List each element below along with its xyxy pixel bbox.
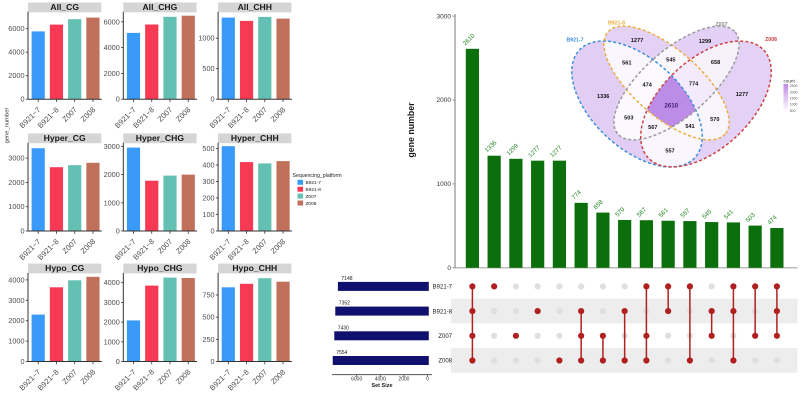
svg-text:0: 0 — [211, 227, 215, 236]
svg-text:7430: 7430 — [338, 325, 349, 331]
svg-text:567: 567 — [648, 125, 657, 131]
svg-text:0: 0 — [20, 95, 24, 104]
svg-text:7352: 7352 — [339, 301, 350, 307]
svg-text:All_CG: All_CG — [50, 2, 79, 12]
svg-text:3000: 3000 — [104, 298, 120, 307]
svg-text:4000: 4000 — [375, 377, 386, 383]
svg-text:3000: 3000 — [8, 154, 24, 163]
svg-text:Hypo_CG: Hypo_CG — [45, 263, 84, 273]
svg-text:B921-8: B921-8 — [608, 20, 625, 26]
svg-text:0: 0 — [211, 95, 215, 104]
svg-text:474: 474 — [643, 83, 653, 89]
svg-text:750: 750 — [202, 291, 214, 300]
svg-text:Sequencing_platform: Sequencing_platform — [293, 173, 342, 179]
svg-text:500: 500 — [202, 144, 214, 153]
svg-text:0: 0 — [211, 357, 215, 366]
svg-text:gene_number: gene_number — [5, 108, 11, 144]
svg-text:4000: 4000 — [8, 48, 24, 57]
svg-text:gene number: gene number — [406, 102, 416, 158]
svg-text:250: 250 — [202, 335, 214, 344]
svg-text:1000: 1000 — [104, 198, 120, 207]
svg-text:Hypo_CHG: Hypo_CHG — [137, 263, 183, 273]
svg-text:Z007: Z007 — [715, 22, 727, 28]
svg-text:6000: 6000 — [351, 377, 362, 383]
svg-text:0: 0 — [116, 95, 120, 104]
svg-text:All_CHG: All_CHG — [142, 2, 177, 12]
svg-text:2000: 2000 — [437, 97, 452, 104]
svg-text:Hyper_CG: Hyper_CG — [44, 133, 86, 143]
svg-text:3000: 3000 — [104, 142, 120, 151]
svg-text:400: 400 — [202, 161, 214, 170]
svg-text:1500: 1500 — [790, 97, 798, 101]
svg-text:6000: 6000 — [104, 17, 120, 26]
svg-text:0: 0 — [447, 265, 451, 272]
svg-text:541: 541 — [685, 124, 694, 130]
svg-text:1000: 1000 — [8, 202, 24, 211]
svg-text:1000: 1000 — [8, 337, 24, 346]
svg-text:200: 200 — [202, 194, 214, 203]
svg-text:557: 557 — [665, 149, 674, 155]
svg-text:Z008: Z008 — [306, 201, 317, 207]
svg-text:6000: 6000 — [8, 24, 24, 33]
svg-text:Z007: Z007 — [306, 194, 317, 200]
svg-text:100: 100 — [202, 210, 214, 219]
svg-text:1000: 1000 — [198, 34, 214, 43]
svg-text:Set Size: Set Size — [371, 383, 392, 389]
svg-text:2500: 2500 — [790, 84, 798, 88]
svg-text:2000: 2000 — [8, 71, 24, 80]
svg-text:1277: 1277 — [631, 38, 643, 44]
svg-text:2000: 2000 — [8, 316, 24, 325]
svg-text:7148: 7148 — [341, 276, 352, 282]
svg-text:0: 0 — [116, 357, 120, 366]
svg-text:1336: 1336 — [597, 94, 609, 100]
svg-text:2000: 2000 — [104, 69, 120, 78]
svg-text:1299: 1299 — [699, 39, 711, 45]
svg-text:2000: 2000 — [104, 318, 120, 327]
svg-text:570: 570 — [710, 117, 719, 123]
svg-text:4000: 4000 — [104, 43, 120, 52]
svg-text:774: 774 — [689, 82, 699, 88]
svg-text:B921-8: B921-8 — [433, 309, 453, 315]
svg-text:2000: 2000 — [8, 178, 24, 187]
svg-text:4000: 4000 — [8, 275, 24, 284]
svg-text:3000: 3000 — [8, 296, 24, 305]
svg-text:4000: 4000 — [104, 278, 120, 287]
svg-text:2000: 2000 — [790, 90, 798, 94]
svg-text:Hyper_CHH: Hyper_CHH — [231, 133, 279, 143]
svg-text:B921-7: B921-7 — [306, 180, 322, 186]
svg-text:2000: 2000 — [104, 170, 120, 179]
svg-text:503: 503 — [624, 115, 633, 121]
svg-text:B921-8: B921-8 — [306, 187, 322, 193]
svg-text:1000: 1000 — [104, 337, 120, 346]
svg-text:300: 300 — [202, 177, 214, 186]
svg-text:count: count — [784, 79, 796, 84]
svg-text:0: 0 — [116, 227, 120, 236]
svg-text:Z008: Z008 — [765, 37, 777, 43]
svg-text:B921-7: B921-7 — [566, 38, 583, 44]
svg-text:7554: 7554 — [336, 350, 347, 356]
svg-text:3000: 3000 — [437, 13, 452, 20]
svg-text:0: 0 — [20, 227, 24, 236]
svg-text:500: 500 — [790, 109, 796, 113]
svg-text:1277: 1277 — [736, 92, 748, 98]
svg-text:0: 0 — [20, 357, 24, 366]
svg-text:545: 545 — [666, 57, 675, 63]
svg-text:2000: 2000 — [398, 377, 409, 383]
svg-text:500: 500 — [202, 64, 214, 73]
svg-text:561: 561 — [622, 61, 631, 67]
svg-text:Hypo_CHH: Hypo_CHH — [232, 263, 277, 273]
svg-text:500: 500 — [202, 313, 214, 322]
svg-text:1000: 1000 — [437, 181, 452, 188]
svg-text:Hyper_CHG: Hyper_CHG — [136, 133, 185, 143]
svg-text:Z007: Z007 — [438, 334, 452, 340]
svg-text:2610: 2610 — [664, 103, 678, 110]
svg-text:Z008: Z008 — [438, 359, 452, 365]
svg-text:1000: 1000 — [790, 103, 798, 107]
svg-text:0: 0 — [426, 377, 429, 383]
svg-text:658: 658 — [711, 60, 720, 66]
svg-text:B921-7: B921-7 — [433, 285, 453, 291]
svg-text:All_CHH: All_CHH — [238, 2, 272, 12]
